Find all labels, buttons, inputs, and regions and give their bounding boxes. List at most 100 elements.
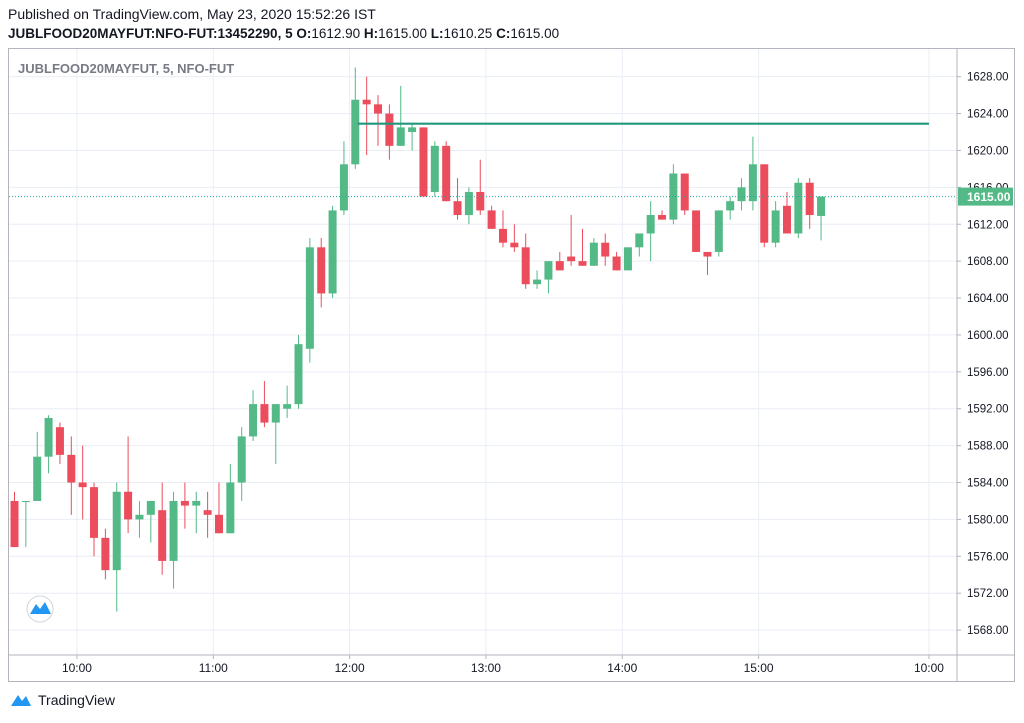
- candle-up[interactable]: [669, 164, 678, 225]
- candle-down[interactable]: [442, 141, 451, 202]
- candle-body: [260, 404, 269, 423]
- candle-up[interactable]: [226, 464, 235, 534]
- tradingview-footer[interactable]: TradingView: [10, 692, 115, 708]
- x-tick-label: 11:00: [199, 661, 228, 675]
- candle-up[interactable]: [533, 270, 542, 289]
- candle-up[interactable]: [430, 141, 439, 197]
- y-tick-label: 1588.00: [967, 441, 1009, 453]
- candle-up[interactable]: [464, 187, 473, 225]
- candle-down[interactable]: [453, 178, 462, 220]
- candle-down[interactable]: [317, 238, 326, 308]
- candle-down[interactable]: [521, 233, 530, 289]
- chart-frame[interactable]: [8, 48, 1015, 682]
- candle-up[interactable]: [283, 385, 292, 418]
- candle-down[interactable]: [101, 528, 110, 580]
- candle-down[interactable]: [55, 422, 64, 465]
- candle-body: [396, 127, 405, 146]
- candle-down[interactable]: [510, 224, 519, 252]
- candle-up[interactable]: [737, 178, 746, 211]
- candle-body: [782, 205, 791, 234]
- candle-body: [578, 261, 587, 266]
- candle-down[interactable]: [78, 445, 87, 520]
- candle-down[interactable]: [158, 482, 167, 575]
- candle-down[interactable]: [260, 381, 269, 428]
- time-axis[interactable]: 10:00 11:00 12:00 13:00 14:00 15:00 10:00: [9, 654, 1014, 675]
- candle-up[interactable]: [408, 122, 417, 151]
- candle-down[interactable]: [760, 164, 769, 248]
- candle-down[interactable]: [419, 127, 428, 197]
- overlay-layer: [9, 122, 957, 198]
- candle-up[interactable]: [271, 404, 280, 465]
- candle-down[interactable]: [612, 251, 621, 271]
- candle-down[interactable]: [203, 491, 212, 538]
- candle-down[interactable]: [703, 251, 712, 275]
- candle-down[interactable]: [692, 210, 701, 252]
- candle-down[interactable]: [555, 251, 564, 271]
- candle-down[interactable]: [487, 205, 496, 229]
- y-tick-label: 1584.00: [967, 478, 1009, 490]
- candle-down[interactable]: [658, 210, 667, 220]
- candle-down[interactable]: [10, 491, 19, 548]
- candle-body: [237, 436, 246, 483]
- candle-down[interactable]: [124, 436, 133, 534]
- candle-body: [112, 491, 121, 571]
- candle-up[interactable]: [294, 334, 303, 409]
- candle-up[interactable]: [328, 205, 337, 299]
- candle-up[interactable]: [726, 196, 735, 220]
- x-tick-label: 14:00: [607, 661, 637, 675]
- candle-up[interactable]: [771, 201, 780, 248]
- candle-down[interactable]: [578, 228, 587, 266]
- candles-layer[interactable]: [10, 67, 826, 612]
- candle-up[interactable]: [544, 261, 553, 294]
- candle-up[interactable]: [794, 178, 803, 239]
- candle-body: [67, 454, 76, 483]
- candle-down[interactable]: [782, 191, 791, 234]
- price-axis[interactable]: 1568.00 1572.00 1576.00 1580.00 1584.00 1588.…: [956, 49, 1013, 681]
- candle-body: [510, 242, 519, 248]
- candle-down[interactable]: [180, 482, 189, 529]
- candle-up[interactable]: [396, 85, 405, 146]
- candle-up[interactable]: [169, 491, 178, 589]
- candle-down[interactable]: [680, 173, 689, 216]
- candle-down[interactable]: [67, 436, 76, 515]
- candle-up[interactable]: [146, 500, 155, 543]
- candle-up[interactable]: [748, 136, 757, 211]
- candle-down[interactable]: [214, 482, 223, 534]
- candle-down[interactable]: [374, 95, 383, 146]
- candle-up[interactable]: [112, 482, 121, 612]
- candle-down[interactable]: [90, 482, 99, 557]
- candle-up[interactable]: [351, 67, 360, 169]
- candle-down[interactable]: [805, 178, 814, 229]
- candle-down[interactable]: [601, 233, 610, 266]
- grid-lines: [9, 49, 957, 655]
- candle-up[interactable]: [44, 415, 53, 474]
- open-value: 1612.90: [311, 26, 361, 41]
- candle-down[interactable]: [498, 210, 507, 248]
- candle-up[interactable]: [305, 238, 314, 363]
- candle-up[interactable]: [249, 390, 258, 442]
- candle-up[interactable]: [817, 196, 826, 241]
- candle-body: [612, 256, 621, 271]
- candle-down[interactable]: [385, 104, 394, 160]
- candle-down[interactable]: [476, 159, 485, 216]
- candle-up[interactable]: [339, 141, 348, 216]
- candle-body: [805, 182, 814, 216]
- y-tick-label: 1608.00: [967, 256, 1009, 268]
- candle-body: [249, 404, 258, 437]
- candle-up[interactable]: [135, 500, 144, 538]
- candle-up[interactable]: [623, 247, 632, 271]
- candle-up[interactable]: [646, 201, 655, 262]
- ohlc-header: JUBLFOOD20MAYFUT:NFO-FUT:13452290, 5 O:1…: [8, 26, 559, 41]
- candle-down[interactable]: [362, 76, 371, 156]
- candle-up[interactable]: [635, 233, 644, 257]
- candle-body: [430, 145, 439, 192]
- candle-body: [180, 500, 189, 506]
- candle-up[interactable]: [714, 210, 723, 257]
- candle-up[interactable]: [21, 500, 30, 548]
- candle-up[interactable]: [237, 427, 246, 501]
- candle-up[interactable]: [192, 491, 201, 534]
- candle-up[interactable]: [589, 238, 598, 266]
- candle-up[interactable]: [33, 431, 42, 501]
- candle-down[interactable]: [567, 215, 576, 266]
